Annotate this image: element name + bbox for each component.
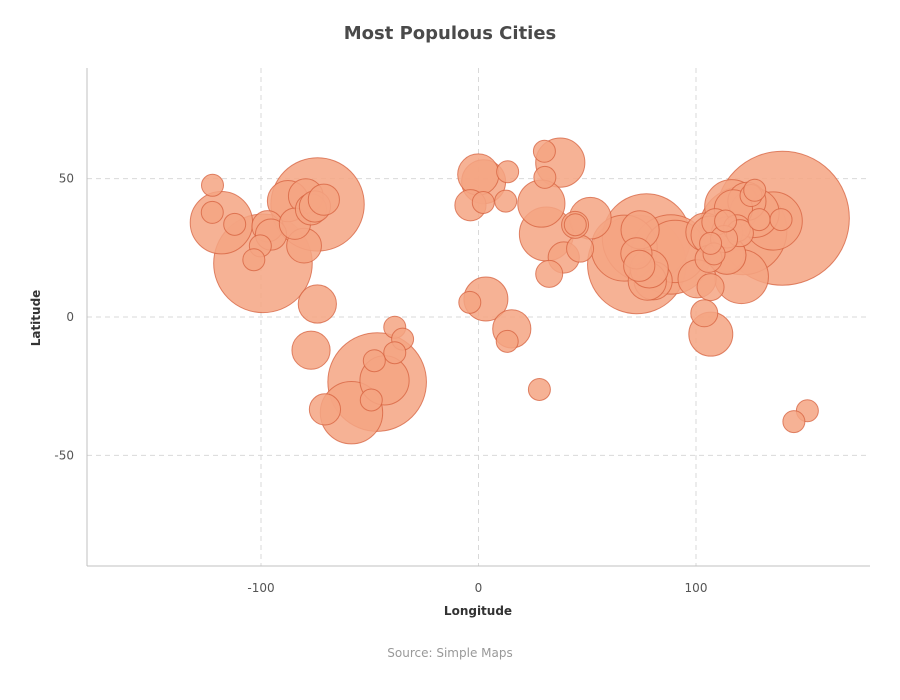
y-tick-label: 50 — [59, 172, 74, 186]
chart-title: Most Populous Cities — [344, 23, 557, 44]
city-bubble[interactable] — [532, 139, 556, 163]
y-tick-label: 0 — [66, 310, 74, 324]
city-bubble[interactable] — [769, 208, 793, 232]
city-bubble[interactable] — [297, 284, 337, 324]
city-bubble[interactable] — [458, 290, 482, 314]
city-bubble[interactable] — [383, 341, 407, 365]
axes — [86, 68, 870, 567]
city-bubble[interactable] — [291, 330, 331, 370]
city-bubble[interactable] — [308, 393, 342, 426]
city-bubble[interactable] — [696, 273, 725, 302]
city-bubble[interactable] — [307, 183, 340, 216]
city-bubble[interactable] — [200, 200, 224, 224]
city-bubble[interactable] — [362, 349, 386, 373]
bubble-series — [189, 137, 850, 445]
city-bubble[interactable] — [495, 329, 519, 353]
city-bubble[interactable] — [242, 248, 266, 272]
city-bubble[interactable] — [566, 234, 595, 263]
city-bubble[interactable] — [457, 153, 500, 196]
city-bubble[interactable] — [200, 173, 224, 197]
city-bubble[interactable] — [747, 208, 771, 232]
source-credit: Source: Simple Maps — [387, 646, 512, 660]
city-bubble[interactable] — [223, 212, 247, 236]
city-bubble[interactable] — [690, 299, 719, 328]
x-tick-label: -100 — [247, 581, 274, 595]
city-bubble[interactable] — [527, 377, 551, 401]
city-bubble[interactable] — [471, 190, 495, 214]
tick-labels: -100 0 100 -50 0 50 — [54, 172, 707, 595]
y-axis-title: Latitude — [29, 290, 43, 347]
city-bubble[interactable] — [535, 259, 564, 288]
city-bubble[interactable] — [782, 410, 806, 434]
y-tick-label: -50 — [54, 448, 74, 462]
city-bubble[interactable] — [623, 249, 656, 282]
x-axis-title: Longitude — [444, 604, 512, 618]
city-bubble[interactable] — [496, 160, 520, 184]
x-tick-label: 0 — [475, 581, 483, 595]
city-bubble[interactable] — [699, 231, 723, 255]
city-bubble[interactable] — [563, 213, 587, 237]
city-bubble[interactable] — [743, 178, 767, 202]
city-bubble[interactable] — [533, 165, 557, 189]
x-tick-label: 100 — [685, 581, 708, 595]
city-bubble[interactable] — [359, 388, 383, 412]
city-bubble[interactable] — [714, 209, 738, 233]
city-bubble[interactable] — [494, 189, 518, 213]
